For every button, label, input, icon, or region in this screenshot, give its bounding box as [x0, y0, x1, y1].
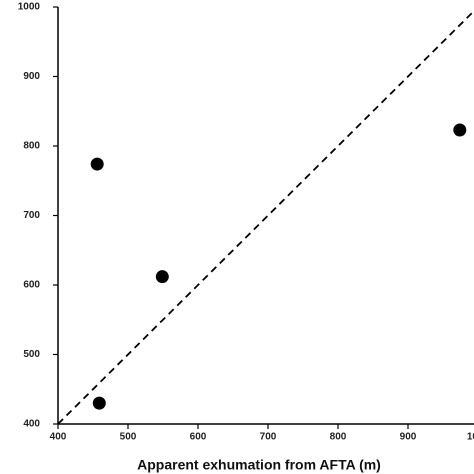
- x-tick-label: 1000: [467, 432, 474, 443]
- y-tick-label: 900: [23, 71, 40, 82]
- y-tick-label: 600: [23, 280, 40, 291]
- x-tick-label: 600: [190, 432, 207, 443]
- y-tick-label: 1000: [18, 2, 41, 13]
- x-axis-title: Apparent exhumation from AFTA (m): [137, 457, 381, 473]
- data-point: [155, 270, 169, 284]
- y-tick-label: 400: [23, 419, 40, 430]
- data-point: [90, 157, 104, 171]
- reference-line: [57, 9, 474, 425]
- x-tick-label: 700: [260, 432, 277, 443]
- x-tick-label: 800: [330, 432, 347, 443]
- y-tick-label: 700: [23, 210, 40, 221]
- x-tick-label: 900: [400, 432, 417, 443]
- y-tick-label: 800: [23, 141, 40, 152]
- data-point: [92, 396, 106, 410]
- y-tick-label: 500: [23, 349, 40, 360]
- data-point: [453, 123, 467, 137]
- x-tick-label: 400: [50, 432, 67, 443]
- x-tick-label: 500: [120, 432, 137, 443]
